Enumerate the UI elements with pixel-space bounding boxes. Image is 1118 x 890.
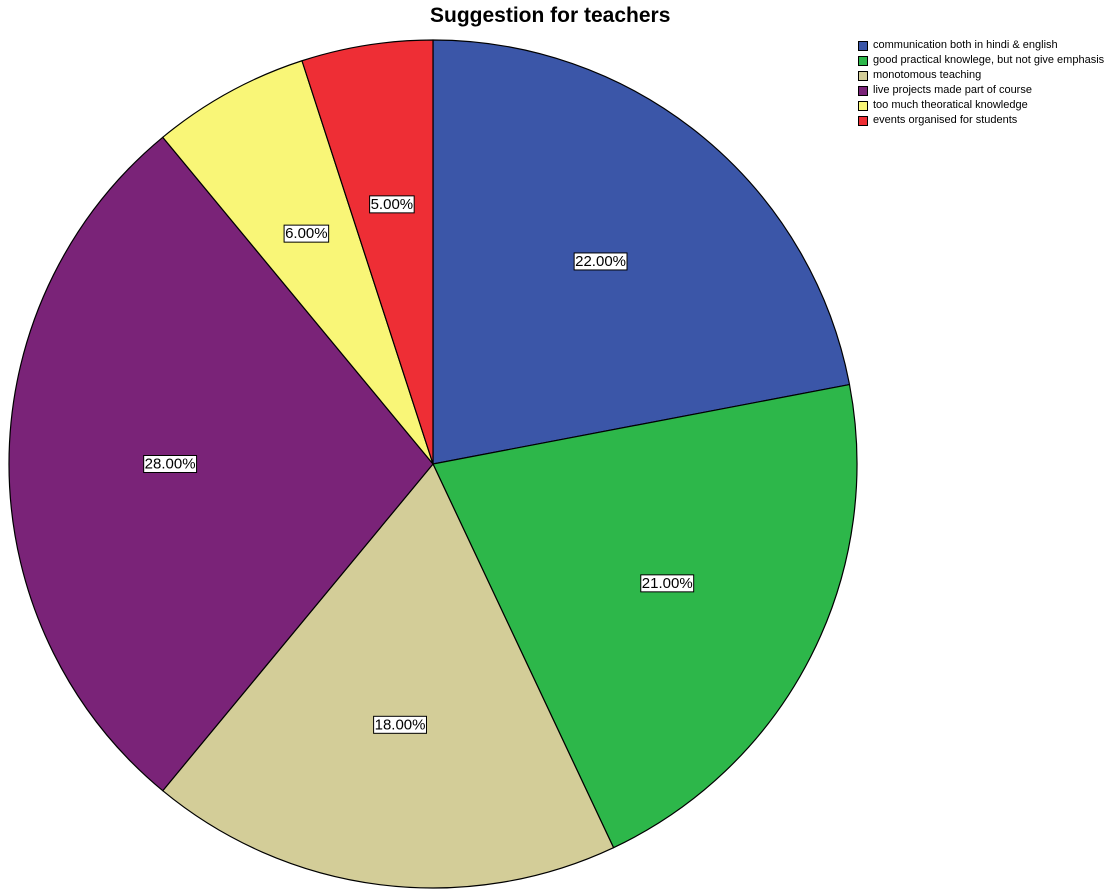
legend-item-too-much-theoratical-knowledge: too much theoratical knowledge [858,100,1114,111]
pie-slice-monotomous-teaching [162,463,615,889]
legend: communication both in hindi & english goo… [858,40,1114,130]
legend-label: too much theoratical knowledge [873,99,1028,111]
slice-value-label: 5.00% [369,195,415,214]
pie-slice-events-organised-for-students [301,39,434,465]
legend-swatch [858,116,868,126]
slice-value-label-text: 5.00% [371,196,414,213]
legend-item-monotomous-teaching: monotomous teaching [858,70,1114,81]
slice-value-label: 28.00% [143,455,198,473]
legend-label: events organised for students [873,114,1018,126]
legend-label: good practical knowlege, but not give em… [873,54,1105,66]
slice-value-label-text: 22.00% [575,253,626,270]
legend-label: communication both in hindi & english [873,39,1058,51]
slice-value-label-text: 6.00% [285,225,328,242]
legend-label: live projects made part of course [873,84,1032,96]
slice-value-label: 18.00% [373,715,427,734]
pie-slice-too-much-theoratical-knowledge [162,60,434,465]
slice-value-label-text: 21.00% [642,575,693,592]
legend-label: monotomous teaching [873,69,982,81]
legend-swatch [858,101,868,111]
slice-value-label: 22.00% [573,252,628,271]
legend-item-communication-both-in-hindi-english: communication both in hindi & english [858,40,1114,51]
slice-value-label-box [573,252,628,271]
slice-value-label-text: 28.00% [145,456,196,473]
pie-slice-good-practical-knowlege-but-not-give-emphasis [432,383,858,849]
slice-value-label-box [373,715,427,734]
legend-item-events-organised-for-students: events organised for students [858,115,1114,126]
pie-slice-labels: 22.00% 21.00% 18.00% 28.00% 6.00% 5.00% [143,195,695,734]
slice-value-label: 6.00% [283,224,330,243]
slice-value-label-box [143,455,198,473]
legend-swatch [858,41,868,51]
slice-value-label: 21.00% [640,574,695,593]
slice-value-label-box [369,195,415,214]
slice-value-label-box [283,224,330,243]
legend-swatch [858,56,868,66]
chart-title: Suggestion for teachers [430,4,671,27]
legend-item-good-practical-knowlege-but-not-give-emphasis: good practical knowlege, but not give em… [858,55,1114,66]
pie-slices [8,39,858,889]
legend-swatch [858,71,868,81]
slice-value-label-text: 18.00% [375,716,426,733]
legend-swatch [858,86,868,96]
slice-value-label-box [640,574,695,593]
pie-slice-communication-both-in-hindi-english [432,39,851,465]
legend-item-live-projects-made-part-of-course: live projects made part of course [858,85,1114,96]
pie-slice-live-projects-made-part-of-course [8,136,434,792]
